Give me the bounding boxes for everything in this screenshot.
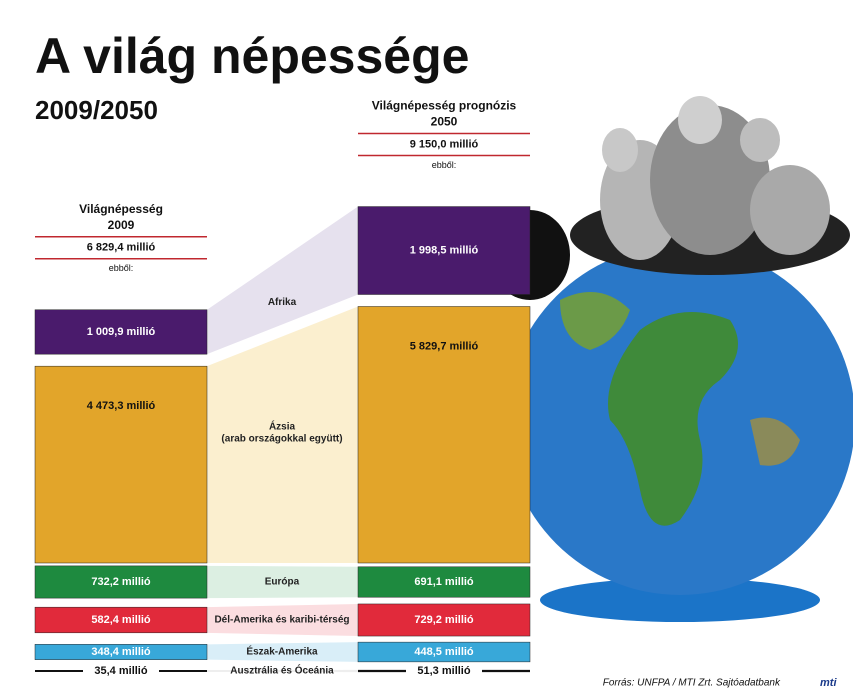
bar — [34, 606, 208, 634]
value-label: 35,4 millió — [94, 665, 147, 677]
value-label: 51,3 millió — [417, 665, 470, 677]
crowd — [600, 96, 830, 260]
value-label: 348,4 millió — [91, 646, 151, 658]
connector — [207, 306, 358, 563]
logo: mti — [820, 677, 837, 689]
category-label: Észak-Amerika — [246, 645, 318, 658]
value-label: 729,2 millió — [414, 614, 474, 626]
value-label: 5 829,7 millió — [410, 340, 479, 352]
connector — [207, 669, 358, 673]
globe-shadow — [540, 578, 820, 622]
value-label: 448,5 millió — [414, 646, 474, 658]
bar — [34, 565, 208, 599]
bar — [34, 644, 208, 660]
value-label: 582,4 millió — [91, 614, 151, 626]
category-label: Európa — [265, 577, 300, 588]
of-which: ebből: — [432, 160, 457, 170]
label-bg — [83, 664, 159, 678]
series-name: Világnépesség prognózis — [372, 99, 517, 113]
subtitle: 2009/2050 — [35, 95, 158, 125]
series-name: Világnépesség — [79, 202, 163, 216]
bar — [357, 206, 531, 295]
series-year: 2009 — [108, 218, 135, 232]
category-label: Dél-Amerika és karibi-térség — [214, 615, 349, 626]
bar — [357, 641, 531, 663]
continent — [560, 292, 630, 350]
series-year: 2050 — [431, 115, 458, 129]
continent — [608, 312, 738, 526]
bar — [357, 306, 531, 564]
bar — [34, 309, 208, 355]
value-label: 4 473,3 millió — [87, 400, 156, 412]
series-total: 6 829,4 millió — [87, 242, 156, 254]
connector — [207, 565, 358, 599]
category-label: Afrika — [268, 297, 297, 308]
source: Forrás: UNFPA / MTI Zrt. Sajtóadatbank — [603, 678, 781, 689]
connector — [207, 206, 358, 355]
series-total: 9 150,0 millió — [410, 138, 479, 150]
of-which: ebből: — [109, 263, 134, 273]
value-label: 691,1 millió — [414, 576, 474, 588]
title: A világ népessége — [35, 28, 469, 84]
connector — [207, 642, 358, 662]
value-label: 1 009,9 millió — [87, 326, 156, 338]
bar — [357, 603, 531, 637]
category-label: Ausztrália és Óceánia — [230, 664, 334, 677]
continent — [750, 417, 800, 466]
bar — [34, 365, 208, 564]
bar — [357, 566, 531, 598]
connector — [207, 603, 358, 637]
label-bg — [406, 664, 482, 678]
value-label: 1 998,5 millió — [410, 244, 479, 256]
value-label: 732,2 millió — [91, 576, 151, 588]
category-label: Ázsia — [269, 419, 296, 432]
category-note: (arab országokkal együtt) — [221, 433, 342, 444]
